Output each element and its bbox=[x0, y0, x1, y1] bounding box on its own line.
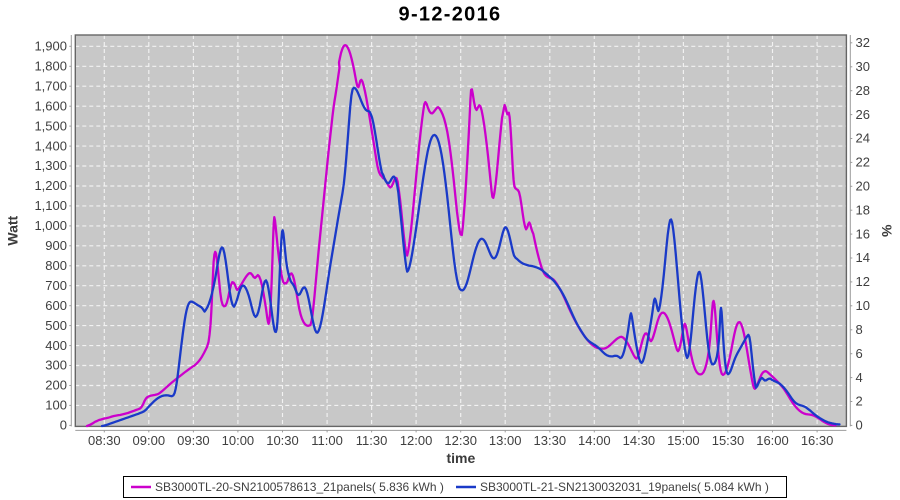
svg-text:08:30: 08:30 bbox=[88, 433, 121, 448]
svg-text:32: 32 bbox=[856, 35, 870, 50]
svg-text:16:30: 16:30 bbox=[801, 433, 834, 448]
svg-text:SB3000TL-21-SN2130032031_19pan: SB3000TL-21-SN2130032031_19panels( 5.084… bbox=[480, 480, 769, 494]
svg-text:1,400: 1,400 bbox=[34, 138, 67, 153]
svg-text:10:00: 10:00 bbox=[222, 433, 255, 448]
svg-text:900: 900 bbox=[45, 238, 67, 253]
svg-text:11:30: 11:30 bbox=[356, 433, 388, 448]
svg-text:0: 0 bbox=[856, 418, 863, 433]
svg-text:500: 500 bbox=[45, 318, 67, 333]
svg-text:time: time bbox=[447, 450, 476, 466]
svg-text:800: 800 bbox=[45, 258, 67, 273]
svg-text:12:30: 12:30 bbox=[444, 433, 477, 448]
svg-text:700: 700 bbox=[45, 278, 67, 293]
svg-text:Watt: Watt bbox=[5, 215, 21, 245]
svg-text:22: 22 bbox=[856, 155, 870, 170]
svg-text:1,300: 1,300 bbox=[34, 158, 67, 173]
svg-text:15:30: 15:30 bbox=[712, 433, 745, 448]
svg-text:9-12-2016: 9-12-2016 bbox=[399, 4, 502, 26]
svg-text:09:30: 09:30 bbox=[177, 433, 210, 448]
svg-text:12: 12 bbox=[856, 274, 870, 289]
svg-text:24: 24 bbox=[856, 131, 870, 146]
svg-text:8: 8 bbox=[856, 322, 863, 337]
svg-text:1,700: 1,700 bbox=[34, 78, 67, 93]
svg-text:16:00: 16:00 bbox=[756, 433, 789, 448]
svg-text:400: 400 bbox=[45, 338, 67, 353]
svg-text:1,500: 1,500 bbox=[34, 118, 67, 133]
svg-text:0: 0 bbox=[60, 418, 67, 433]
svg-text:100: 100 bbox=[45, 398, 67, 413]
svg-text:1,900: 1,900 bbox=[34, 39, 67, 54]
svg-text:1,200: 1,200 bbox=[34, 178, 67, 193]
svg-text:15:00: 15:00 bbox=[667, 433, 700, 448]
svg-text:2: 2 bbox=[856, 394, 863, 409]
svg-text:13:30: 13:30 bbox=[534, 433, 567, 448]
svg-text:SB3000TL-20-SN2100578613_21pan: SB3000TL-20-SN2100578613_21panels( 5.836… bbox=[155, 480, 444, 494]
svg-text:14:30: 14:30 bbox=[623, 433, 656, 448]
svg-text:12:00: 12:00 bbox=[400, 433, 433, 448]
svg-text:6: 6 bbox=[856, 346, 863, 361]
svg-text:18: 18 bbox=[856, 202, 870, 217]
svg-text:4: 4 bbox=[856, 370, 863, 385]
svg-text:1,000: 1,000 bbox=[34, 218, 67, 233]
svg-text:16: 16 bbox=[856, 226, 870, 241]
svg-text:09:00: 09:00 bbox=[133, 433, 166, 448]
svg-text:14: 14 bbox=[856, 250, 870, 265]
svg-text:14:00: 14:00 bbox=[578, 433, 611, 448]
svg-text:10:30: 10:30 bbox=[266, 433, 299, 448]
svg-text:11:00: 11:00 bbox=[311, 433, 343, 448]
svg-text:30: 30 bbox=[856, 59, 870, 74]
svg-text:300: 300 bbox=[45, 358, 67, 373]
svg-text:1,100: 1,100 bbox=[34, 198, 67, 213]
svg-text:20: 20 bbox=[856, 179, 870, 194]
svg-text:1,600: 1,600 bbox=[34, 98, 67, 113]
svg-text:26: 26 bbox=[856, 107, 870, 122]
svg-text:600: 600 bbox=[45, 298, 67, 313]
svg-text:200: 200 bbox=[45, 378, 67, 393]
svg-text:1,800: 1,800 bbox=[34, 59, 67, 74]
svg-text:%: % bbox=[879, 224, 895, 237]
svg-text:10: 10 bbox=[856, 298, 870, 313]
svg-text:28: 28 bbox=[856, 83, 870, 98]
svg-text:13:00: 13:00 bbox=[489, 433, 522, 448]
